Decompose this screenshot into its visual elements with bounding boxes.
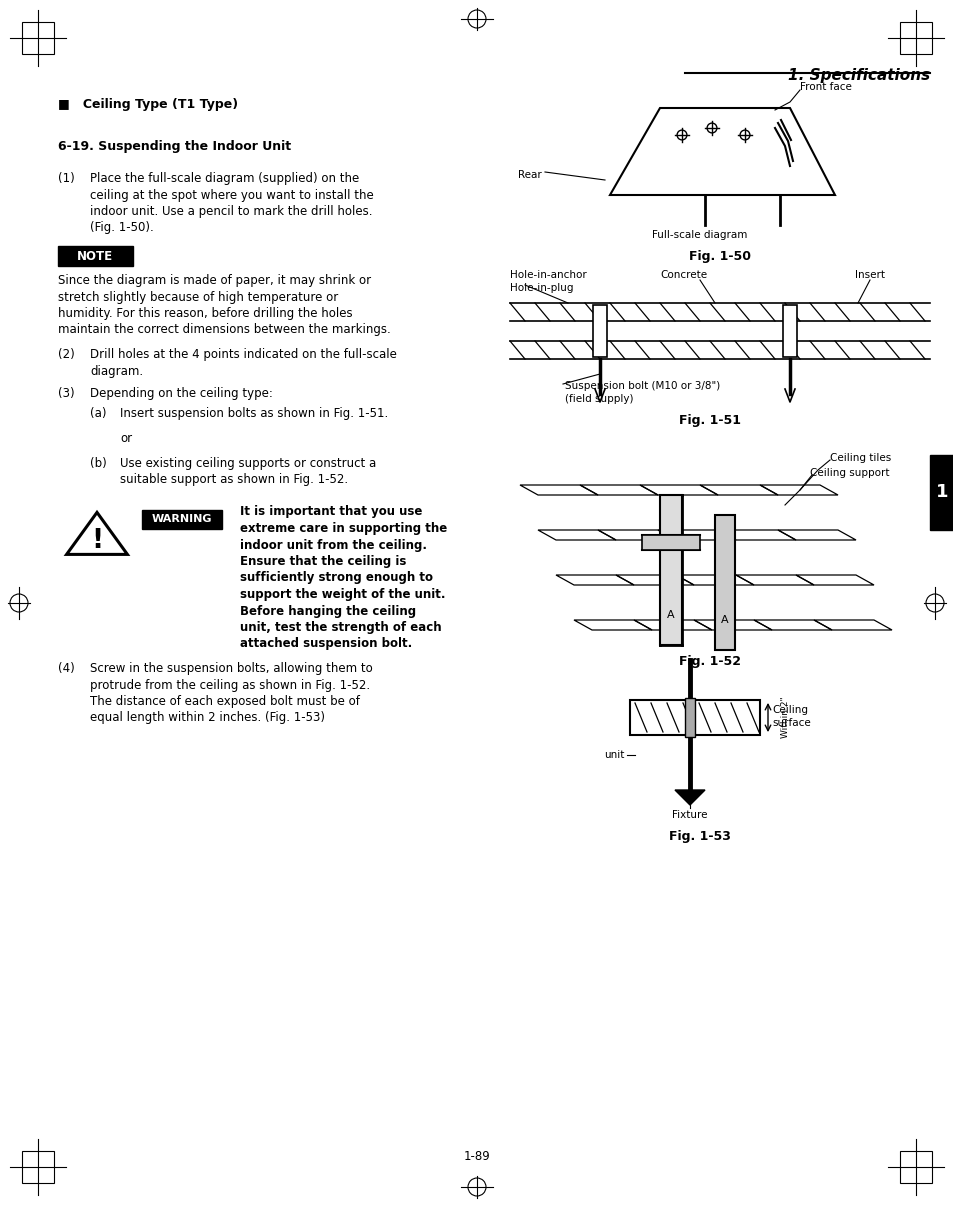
- Text: 1-89: 1-89: [463, 1150, 490, 1163]
- Text: unit, test the strength of each: unit, test the strength of each: [240, 621, 441, 634]
- Text: Suspension bolt (M10 or 3/8"): Suspension bolt (M10 or 3/8"): [564, 381, 720, 390]
- Text: Drill holes at the 4 points indicated on the full-scale: Drill holes at the 4 points indicated on…: [90, 348, 396, 361]
- Text: Full-scale diagram: Full-scale diagram: [652, 230, 747, 240]
- Text: 1: 1: [935, 483, 947, 501]
- Bar: [714, 515, 734, 649]
- Text: The distance of each exposed bolt must be of: The distance of each exposed bolt must b…: [90, 695, 359, 709]
- Text: Place the full-scale diagram (supplied) on the: Place the full-scale diagram (supplied) …: [90, 172, 359, 186]
- Text: A: A: [720, 615, 728, 625]
- Text: A: A: [666, 610, 674, 621]
- Text: Use existing ceiling supports or construct a: Use existing ceiling supports or constru…: [120, 457, 375, 470]
- Text: humidity. For this reason, before drilling the holes: humidity. For this reason, before drilli…: [58, 307, 353, 321]
- Text: stretch slightly because of high temperature or: stretch slightly because of high tempera…: [58, 290, 338, 304]
- Text: surface: surface: [771, 718, 810, 728]
- Text: support the weight of the unit.: support the weight of the unit.: [240, 588, 445, 601]
- Text: indoor unit from the ceiling.: indoor unit from the ceiling.: [240, 539, 427, 552]
- Text: Hole-in-plug: Hole-in-plug: [510, 283, 573, 293]
- Text: Ceiling tiles: Ceiling tiles: [829, 453, 890, 463]
- Text: Insert suspension bolts as shown in Fig. 1-51.: Insert suspension bolts as shown in Fig.…: [120, 407, 388, 421]
- Bar: [58, 246, 132, 266]
- Text: Since the diagram is made of paper, it may shrink or: Since the diagram is made of paper, it m…: [58, 274, 371, 287]
- Text: !: !: [91, 529, 103, 554]
- Bar: [641, 535, 700, 549]
- Text: ■   Ceiling Type (T1 Type): ■ Ceiling Type (T1 Type): [58, 98, 238, 111]
- Text: Rear: Rear: [517, 170, 541, 180]
- Text: (Fig. 1-50).: (Fig. 1-50).: [90, 222, 153, 235]
- Text: suitable support as shown in Fig. 1-52.: suitable support as shown in Fig. 1-52.: [120, 474, 348, 486]
- Text: (4): (4): [58, 662, 74, 675]
- Text: (3): (3): [58, 387, 74, 400]
- Text: Hole-in-anchor: Hole-in-anchor: [510, 270, 586, 280]
- Text: Insert: Insert: [854, 270, 884, 280]
- Text: Screw in the suspension bolts, allowing them to: Screw in the suspension bolts, allowing …: [90, 662, 373, 675]
- Bar: [659, 495, 681, 645]
- Text: It is important that you use: It is important that you use: [240, 506, 422, 518]
- Text: sufficiently strong enough to: sufficiently strong enough to: [240, 571, 433, 584]
- Text: Ceiling: Ceiling: [771, 705, 807, 715]
- Text: (2): (2): [58, 348, 74, 361]
- Text: Ceiling support: Ceiling support: [809, 468, 888, 478]
- Text: 1. Specifications: 1. Specifications: [787, 67, 929, 83]
- Text: indoor unit. Use a pencil to mark the drill holes.: indoor unit. Use a pencil to mark the dr…: [90, 205, 372, 218]
- Text: equal length within 2 inches. (Fig. 1-53): equal length within 2 inches. (Fig. 1-53…: [90, 711, 325, 724]
- Text: extreme care in supporting the: extreme care in supporting the: [240, 522, 447, 535]
- Text: Front face: Front face: [800, 82, 851, 92]
- Text: maintain the correct dimensions between the markings.: maintain the correct dimensions between …: [58, 323, 391, 336]
- Bar: [684, 698, 695, 737]
- Text: Fig. 1-53: Fig. 1-53: [668, 830, 730, 843]
- Text: Fig. 1-52: Fig. 1-52: [679, 656, 740, 668]
- Text: Within 2": Within 2": [781, 696, 790, 739]
- Text: diagram.: diagram.: [90, 364, 143, 377]
- Text: WARNING: WARNING: [152, 515, 212, 524]
- Text: Depending on the ceiling type:: Depending on the ceiling type:: [90, 387, 273, 400]
- Polygon shape: [675, 790, 704, 805]
- Text: Before hanging the ceiling: Before hanging the ceiling: [240, 605, 416, 617]
- Text: Concrete: Concrete: [659, 270, 706, 280]
- Text: (a): (a): [90, 407, 107, 421]
- Text: attached suspension bolt.: attached suspension bolt.: [240, 637, 412, 651]
- Text: 6-19. Suspending the Indoor Unit: 6-19. Suspending the Indoor Unit: [58, 140, 291, 153]
- Text: (b): (b): [90, 457, 107, 470]
- Text: NOTE: NOTE: [77, 249, 113, 263]
- Text: Fig. 1-51: Fig. 1-51: [679, 415, 740, 427]
- Bar: [593, 305, 606, 357]
- Bar: [929, 455, 953, 530]
- Text: Fig. 1-50: Fig. 1-50: [688, 249, 750, 263]
- Text: ceiling at the spot where you want to install the: ceiling at the spot where you want to in…: [90, 188, 374, 201]
- Bar: [899, 22, 931, 54]
- Text: Ensure that the ceiling is: Ensure that the ceiling is: [240, 556, 406, 568]
- Bar: [899, 1151, 931, 1183]
- Bar: [142, 510, 222, 529]
- Text: (1): (1): [58, 172, 74, 186]
- Bar: [22, 1151, 54, 1183]
- Bar: [782, 305, 796, 357]
- Text: Fixture: Fixture: [672, 810, 707, 819]
- Text: or: or: [120, 433, 132, 445]
- Text: (field supply): (field supply): [564, 394, 633, 404]
- Bar: [22, 22, 54, 54]
- Text: unit: unit: [604, 750, 624, 760]
- Bar: [629, 700, 760, 735]
- Text: protrude from the ceiling as shown in Fig. 1-52.: protrude from the ceiling as shown in Fi…: [90, 678, 370, 692]
